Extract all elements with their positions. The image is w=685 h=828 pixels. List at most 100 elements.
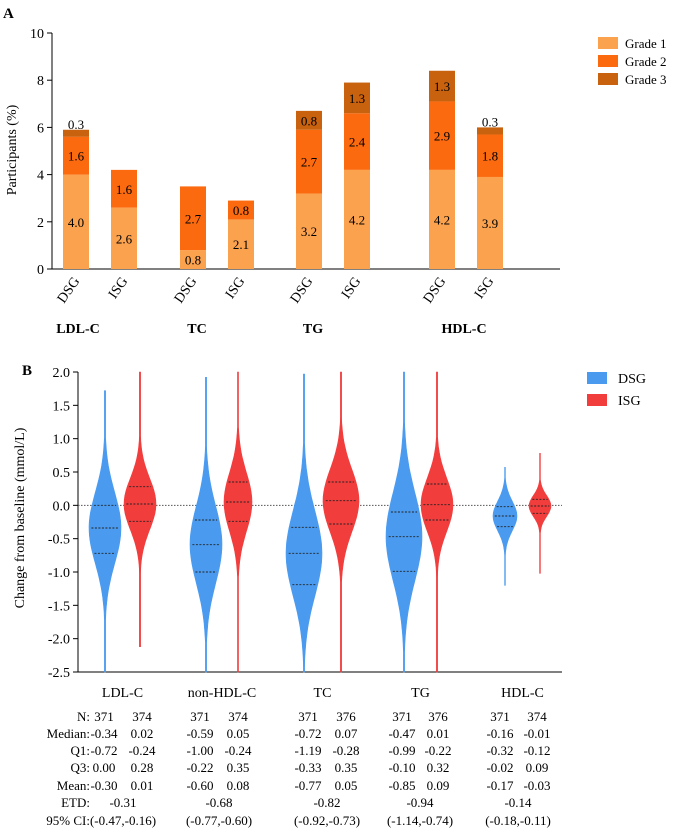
stats-row-label: Q1: — [71, 743, 91, 758]
panel-a-data-label: 2.6 — [116, 231, 133, 246]
stats-row-label: Median: — [47, 726, 90, 741]
panel-b-legend: DSG ISG — [587, 372, 646, 409]
stats-cell: 0.08 — [227, 778, 250, 793]
stats-cell: -0.77 — [294, 778, 322, 793]
panel-a-legend: Grade 1 Grade 2 Grade 3 — [598, 36, 667, 87]
stats-cell: -0.28 — [332, 743, 359, 758]
panel-a-data-label: 2.9 — [434, 129, 450, 144]
panel-a-data-label: 3.2 — [301, 224, 317, 239]
panel-a-x-tick-label: DSG — [172, 275, 200, 307]
panel-b-group-label: non-HDL-C — [188, 686, 256, 701]
stats-cell: -0.32 — [486, 743, 513, 758]
panel-a-bar-segment — [477, 127, 503, 135]
panel-a-bar-segment — [228, 219, 254, 269]
stats-cell: -0.60 — [186, 778, 213, 793]
stats-cell: -0.22 — [424, 743, 451, 758]
stats-cell: 371 — [298, 709, 318, 724]
panel-a-data-label: 3.9 — [482, 216, 498, 231]
panel-b-y-tick-label: 0.0 — [53, 499, 71, 514]
panel-b-violin — [420, 371, 454, 673]
stats-cell: 376 — [336, 709, 356, 724]
stats-cell: -0.34 — [90, 726, 118, 741]
panel-a-bar-segment — [429, 70, 455, 102]
panel-a-data-label: 4.0 — [68, 215, 84, 230]
stats-cell: 0.07 — [335, 726, 358, 741]
stats-ci-cell: (-0.77,-0.60) — [186, 813, 252, 828]
panel-b-group-label: TG — [411, 686, 430, 701]
stats-cell: 0.05 — [335, 778, 358, 793]
panel-a-legend-label: Grade 2 — [625, 54, 667, 69]
stats-cell: -0.33 — [294, 760, 321, 775]
panel-a-bar-segment — [111, 207, 137, 269]
panel-a-legend-label: Grade 1 — [625, 36, 667, 51]
panel-b-y-axis-label: Change from baseline (mmol/L) — [13, 427, 28, 608]
stats-cell: 374 — [527, 709, 547, 724]
panel-a-group-label: LDL-C — [56, 322, 100, 337]
stats-ci-cell: (-0.18,-0.11) — [485, 813, 551, 828]
stats-cell: 0.09 — [427, 778, 450, 793]
panel-b-y-tick-label: -0.5 — [48, 533, 70, 548]
panel-a-bar-segment — [296, 110, 322, 130]
panel-a-bars: 4.0 1.6 0.3 2.6 1.6 0.8 2.7 2.1 0.8 3.2 2.7 0.8 4.2 2… — [63, 70, 503, 269]
stats-cell: -0.17 — [486, 778, 514, 793]
panel-a-data-label: 0.8 — [301, 113, 317, 128]
panel-a-bar-segment — [63, 174, 89, 269]
stats-cell: -0.22 — [186, 760, 213, 775]
stats-row-label: Q3: — [71, 760, 91, 775]
panel-a-x-tick-label: DSG — [421, 275, 449, 307]
stats-etd-cell: -0.82 — [313, 795, 340, 810]
stats-cell: 0.02 — [131, 726, 154, 741]
stats-cell: 0.01 — [427, 726, 450, 741]
stats-cell: 0.01 — [131, 778, 154, 793]
panel-a-data-label: 1.3 — [434, 79, 450, 94]
stats-cell: -0.59 — [186, 726, 213, 741]
panel-a-bar-segment — [63, 129, 89, 137]
stats-cell: -0.12 — [523, 743, 550, 758]
stats-cell: 0.28 — [131, 760, 154, 775]
panel-a-y-tick-label: 10 — [30, 27, 44, 42]
panel-a-x-tick-label: ISG — [339, 275, 364, 302]
panel-a-data-label: 2.1 — [233, 237, 249, 252]
panel-a-bar-segment — [63, 136, 89, 175]
panel-a-bar-segment — [429, 169, 455, 269]
panel-a-bar-segment — [344, 82, 370, 114]
stats-cell: 371 — [190, 709, 210, 724]
panel-b-group-label: LDL-C — [102, 686, 143, 701]
panel-a-data-label: 1.6 — [116, 182, 133, 197]
panel-a-legend-swatch — [598, 73, 618, 85]
panel-b-group-label: TC — [314, 686, 332, 701]
panel-a-data-label: 2.7 — [301, 155, 318, 170]
stats-cell: 371 — [490, 709, 510, 724]
panel-a-data-label: 4.2 — [434, 212, 450, 227]
panel-a-bar-segment — [296, 129, 322, 194]
stats-cell: 0.35 — [335, 760, 358, 775]
stats-cell: -0.03 — [523, 778, 550, 793]
panel-a-y-tick-label: 8 — [37, 74, 44, 89]
panel-a-legend-swatch — [598, 37, 618, 49]
stats-cell: -0.02 — [486, 760, 513, 775]
panel-b-y-tick-label: 1.5 — [53, 399, 71, 414]
panel-a-data-label: 1.8 — [482, 149, 498, 164]
panel-a-y-axis-label: Participants (%) — [5, 104, 20, 195]
panel-b-violin — [285, 373, 323, 673]
panel-b-legend-label: DSG — [618, 372, 646, 387]
panel-b-y-tick-label: -1.0 — [48, 566, 70, 581]
stats-cell: -0.01 — [523, 726, 550, 741]
panel-b-y-tick-label: 0.5 — [53, 466, 71, 481]
panel-a-bar-segment — [477, 176, 503, 269]
panel-a-group-label: TG — [303, 322, 323, 337]
panel-a-bar-segment — [344, 169, 370, 269]
stats-cell: 374 — [132, 709, 152, 724]
stats-row-label: 95% CI: — [46, 813, 90, 828]
panel-a-group-label: HDL-C — [441, 322, 486, 337]
panel-b-violin — [223, 371, 253, 673]
panel-b-y-tick-label: -2.0 — [48, 633, 70, 648]
stats-ci-cell: (-1.14,-0.74) — [387, 813, 453, 828]
stats-cell: -0.85 — [388, 778, 415, 793]
stats-cell: -1.00 — [186, 743, 213, 758]
stats-etd-cell: -0.14 — [504, 795, 532, 810]
panel-a-y-tick-label: 2 — [37, 216, 44, 231]
panel-a-bar-segment — [429, 101, 455, 170]
stats-cell: 371 — [392, 709, 412, 724]
